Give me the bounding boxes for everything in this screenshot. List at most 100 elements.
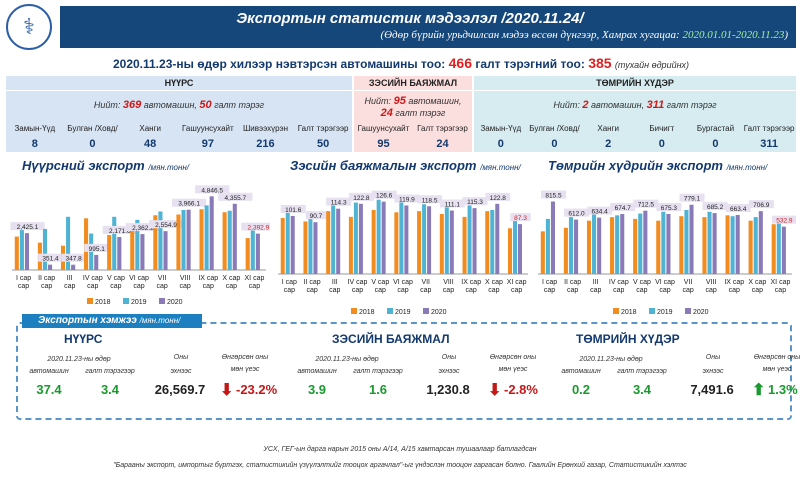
x-tick-label: I сар <box>282 279 297 286</box>
bar-2018-9 <box>199 209 204 270</box>
bar-2020-3 <box>597 217 602 274</box>
data-label-bg <box>610 203 636 212</box>
data-label-bg <box>540 190 566 199</box>
x-tick-label: I сар <box>542 279 557 286</box>
x-tick-label: IV сар <box>609 279 629 286</box>
bar-2019-3 <box>331 204 336 274</box>
bar-2019-4 <box>353 202 358 274</box>
bar-2019-11 <box>250 228 255 270</box>
bar-2018-2 <box>303 221 308 274</box>
x-tick-label: V сар <box>633 279 651 286</box>
x-tick-label: сар <box>752 287 763 294</box>
bar-2019-7 <box>422 204 427 274</box>
x-tick-label: IV сар <box>83 275 103 282</box>
ytd-label-1: Оны <box>441 354 457 361</box>
data-label: 101.6 <box>285 207 302 214</box>
x-tick-label: сар <box>133 283 144 290</box>
bar-2019-4 <box>615 215 620 274</box>
x-tick-label: XI сар <box>245 275 265 282</box>
data-label: 663.4 <box>730 206 747 213</box>
bar-2019-11 <box>513 219 517 274</box>
data-label: 111.1 <box>445 202 461 209</box>
data-label-bg <box>218 192 253 201</box>
ytd-value: 7,491.6 <box>690 382 734 397</box>
data-label: 3,966.1 <box>178 201 200 208</box>
bar-2020-6 <box>404 205 409 274</box>
x-tick-label: сар <box>156 283 167 290</box>
port-count: 216 <box>256 138 275 150</box>
legend-label-2020: 2020 <box>431 309 447 316</box>
x-tick-label: II сар <box>564 279 581 286</box>
bar-2020-7 <box>689 204 694 274</box>
bar-2020-11 <box>781 226 786 274</box>
prev-label-1: Өнгөрсөн оны <box>753 354 800 361</box>
x-tick-label: сар <box>375 287 386 294</box>
bar-2018-5 <box>633 218 638 274</box>
port-name: Гашуунсухайт <box>181 124 234 133</box>
prev-label-1: Өнгөрсөн оны <box>489 354 537 361</box>
port-count: 311 <box>760 138 779 150</box>
data-label-bg <box>439 199 465 208</box>
bar-2020-1 <box>290 215 295 274</box>
bar-2020-4 <box>358 203 363 274</box>
x-tick-label: сар <box>443 287 454 294</box>
data-label: 2,171.6 <box>109 228 131 235</box>
train-label: галт тэрэгээр <box>85 368 135 375</box>
x-tick-label: X сар <box>748 279 766 286</box>
train-label: галт тэрэгээр <box>353 368 403 375</box>
x-tick-label: II сар <box>38 275 55 282</box>
data-label: 4,846.5 <box>201 187 223 194</box>
bar-2019-5 <box>376 199 381 274</box>
bar-2018-1 <box>280 218 285 274</box>
data-label: 118.5 <box>422 197 438 204</box>
x-tick-label: сар <box>87 283 98 290</box>
port-name: Бичигт <box>649 124 675 133</box>
section-total: Нийт: 369 автомашин, 50 галт тэрэг <box>93 99 265 111</box>
x-tick-label: сар <box>226 283 237 290</box>
port-count: 8 <box>31 138 38 150</box>
car-value: 0.2 <box>571 382 591 397</box>
ytd-label-1: Оны <box>705 354 721 361</box>
x-tick-label: сар <box>659 287 670 294</box>
iron-chart-title: Төмрийн хүдрийн экспорт /мян.тонн/ <box>548 158 768 173</box>
change-value: 1.3% <box>768 382 798 397</box>
train-value: 3.4 <box>632 382 652 397</box>
x-tick-label: III <box>67 275 73 282</box>
legend-label-2018: 2018 <box>359 309 375 316</box>
bar-2020-1 <box>550 201 556 274</box>
bar-2020-8 <box>186 209 191 270</box>
x-tick-label: II сар <box>304 279 321 286</box>
bar-2020-10 <box>758 211 763 274</box>
data-label: 351.4 <box>42 256 59 263</box>
port-count: 2 <box>605 138 612 150</box>
bar-2020-1 <box>24 233 30 270</box>
bar-2020-10 <box>232 203 237 270</box>
page-title: Экспортын статистик мэдээлэл /2020.11.24… <box>236 10 584 27</box>
data-label: 347.8 <box>66 256 83 263</box>
legend-swatch-2020 <box>423 308 429 314</box>
data-label-bg <box>371 190 397 199</box>
port-name: Галт тэрэгээр <box>743 124 795 133</box>
legend-swatch-2018 <box>613 308 619 314</box>
data-label-bg <box>38 253 64 262</box>
car-value: 37.4 <box>36 382 62 397</box>
x-tick-label: I сар <box>16 275 31 282</box>
x-tick-label: VIII <box>706 279 717 286</box>
bar-2020-6 <box>140 234 145 270</box>
bar-2018-8 <box>439 214 444 274</box>
bar-2019-8 <box>181 209 186 270</box>
legend-swatch-2019 <box>123 298 129 304</box>
port-name: Замын-Үүд <box>480 124 522 133</box>
port-name: Шивээхүрэн <box>242 124 289 133</box>
data-label: 706.9 <box>753 202 770 209</box>
bar-2019-7 <box>684 210 689 274</box>
bar-2018-11 <box>771 224 776 274</box>
x-tick-label: сар <box>306 287 317 294</box>
x-tick-label: X сар <box>485 279 503 286</box>
group-name: НҮҮРС <box>64 332 103 346</box>
prev-label-2: мөн үеэс <box>230 366 260 373</box>
bar-2018-1 <box>14 236 19 270</box>
bar-2020-2 <box>48 264 53 270</box>
data-label: 2,425.1 <box>17 224 39 231</box>
